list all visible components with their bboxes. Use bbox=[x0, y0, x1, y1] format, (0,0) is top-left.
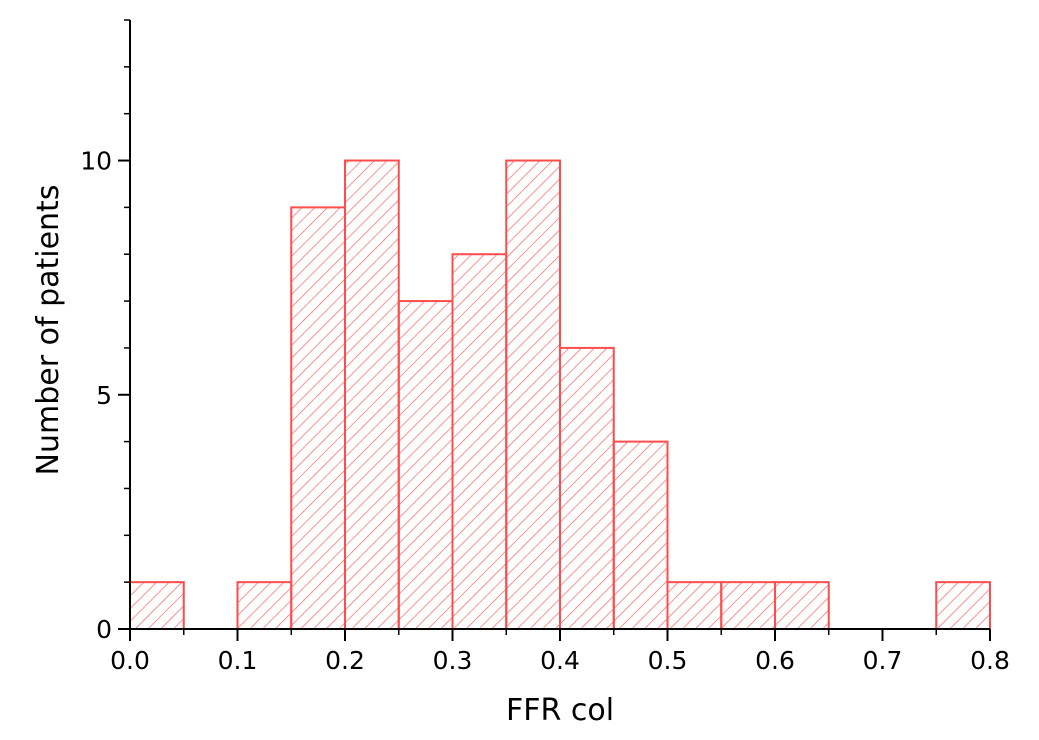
x-tick-label: 0.7 bbox=[863, 646, 903, 675]
x-tick-label: 0.5 bbox=[648, 646, 688, 675]
histogram-bar bbox=[612, 440, 669, 630]
x-tick-label: 0.4 bbox=[540, 646, 580, 675]
histogram-bars bbox=[129, 159, 991, 631]
x-tick-label: 0.1 bbox=[218, 646, 258, 675]
histogram-bar bbox=[935, 581, 991, 631]
histogram-bar bbox=[290, 206, 346, 630]
x-tick-label: 0.0 bbox=[110, 646, 150, 675]
x-tick-label: 0.3 bbox=[433, 646, 473, 675]
histogram-bar bbox=[720, 581, 776, 631]
histogram-bar bbox=[397, 300, 454, 630]
x-axis-label: FFR col bbox=[506, 693, 614, 728]
histogram-bar bbox=[559, 346, 615, 630]
histogram-bar bbox=[129, 581, 185, 631]
histogram-bar bbox=[344, 159, 400, 631]
y-tick-label: 5 bbox=[96, 381, 112, 410]
y-tick-label: 10 bbox=[80, 147, 112, 176]
y-tick-label: 0 bbox=[96, 615, 112, 644]
histogram-bar bbox=[451, 253, 508, 630]
x-axis-ticks: 0.0 0.1 0.2 0.3 0.4 0.5 0.6 0.7 0.8 bbox=[110, 629, 1010, 675]
histogram-bar bbox=[774, 581, 830, 631]
x-tick-label: 0.8 bbox=[970, 646, 1010, 675]
x-tick-label: 0.6 bbox=[755, 646, 795, 675]
y-axis-label: Number of patients bbox=[31, 185, 66, 476]
histogram-bar bbox=[666, 581, 723, 631]
histogram-bar bbox=[505, 159, 561, 631]
x-tick-label: 0.2 bbox=[325, 646, 365, 675]
y-axis-ticks: 0 5 10 bbox=[80, 19, 130, 644]
histogram-bar bbox=[236, 581, 293, 631]
